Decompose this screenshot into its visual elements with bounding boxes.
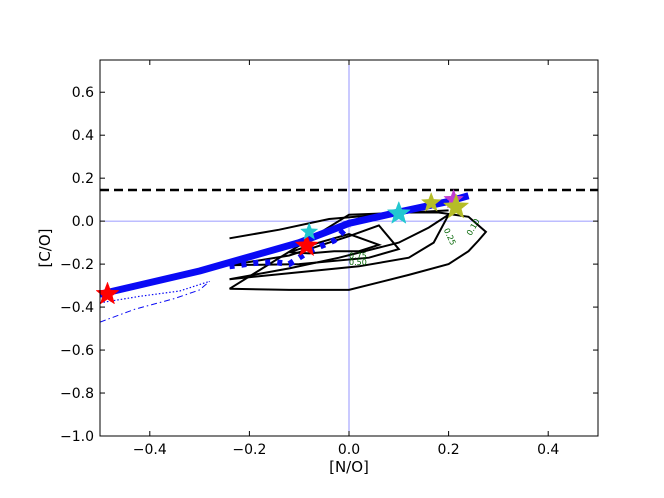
- y-tick-label: −0.8: [60, 386, 94, 402]
- y-tick-label: −0.2: [60, 257, 94, 273]
- star-marker: [420, 191, 442, 212]
- axis-ticks: −0.4 −0.2 0.0 0.2 0.4 −1.0 −0.8 −0.6 −0.4 −0.2 0.0…: [60, 60, 598, 458]
- reference-lines: [100, 60, 598, 436]
- y-axis-label: [C/O]: [36, 228, 54, 267]
- x-axis-label: [N/O]: [329, 458, 369, 476]
- star-marker: [299, 222, 319, 240]
- y-tick-label: 0.4: [72, 128, 94, 144]
- y-tick-label: −0.6: [60, 343, 94, 359]
- x-tick-label: −0.4: [133, 442, 167, 458]
- contour-line: [229, 213, 450, 281]
- series-line-dotted: [100, 280, 210, 304]
- x-tick-label: 0.4: [537, 442, 559, 458]
- x-tick-label: −0.2: [232, 442, 266, 458]
- x-tick-label: 0.2: [437, 442, 459, 458]
- contour-line: [229, 209, 449, 240]
- contour-label: 0.75: [349, 252, 367, 261]
- contour-line: [288, 232, 382, 255]
- contour-label: 0.25: [442, 227, 458, 247]
- x-tick-label: 0.0: [338, 442, 360, 458]
- series-line-thick: [100, 192, 470, 298]
- y-tick-label: 0.0: [72, 214, 94, 230]
- y-tick-label: −0.4: [60, 300, 94, 316]
- star-markers: [95, 188, 470, 305]
- star-marker: [294, 233, 319, 257]
- y-tick-label: 0.6: [72, 85, 94, 101]
- y-tick-label: −1.0: [60, 429, 94, 445]
- y-tick-label: 0.2: [72, 171, 94, 187]
- series-lines: [100, 192, 470, 323]
- star-marker: [95, 281, 120, 305]
- series-line-dashdot: [100, 280, 210, 323]
- star-marker: [442, 193, 470, 219]
- star-marker: [386, 200, 411, 224]
- series-line-dashed: [229, 223, 352, 270]
- contour-label: 0.50: [349, 258, 367, 267]
